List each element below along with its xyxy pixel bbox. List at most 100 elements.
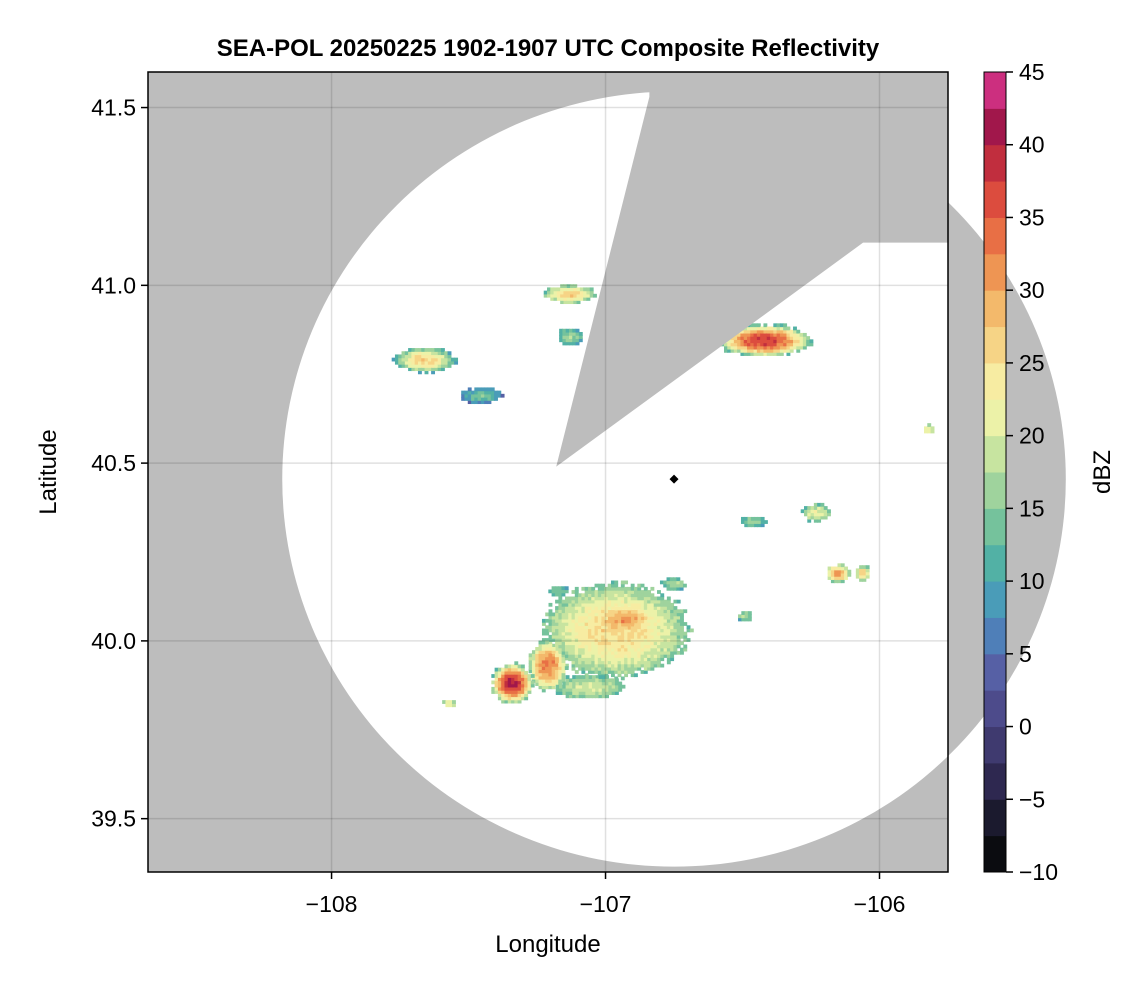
reflectivity-cell bbox=[640, 593, 645, 598]
radar-site-marker-layer bbox=[669, 474, 679, 484]
reflectivity-cell bbox=[766, 332, 771, 337]
reflectivity-cell bbox=[634, 663, 638, 668]
reflectivity-cell bbox=[666, 650, 671, 655]
reflectivity-cell bbox=[660, 638, 665, 642]
reflectivity-cell bbox=[594, 612, 599, 617]
reflectivity-cell bbox=[657, 631, 661, 636]
reflectivity-cell bbox=[551, 653, 556, 658]
reflectivity-cell bbox=[568, 609, 573, 614]
reflectivity-cell bbox=[408, 364, 412, 368]
reflectivity-cell bbox=[561, 589, 566, 594]
reflectivity-cell bbox=[624, 641, 629, 646]
reflectivity-cell bbox=[604, 670, 609, 674]
reflectivity-cell bbox=[548, 612, 553, 617]
reflectivity-cell bbox=[514, 680, 519, 685]
reflectivity-cell bbox=[504, 667, 509, 672]
reflectivity-cell bbox=[660, 631, 665, 636]
reflectivity-cell bbox=[545, 618, 550, 623]
reflectivity-cell bbox=[614, 687, 619, 692]
reflectivity-cell bbox=[786, 342, 791, 347]
reflectivity-cell bbox=[554, 659, 559, 664]
reflectivity-cell bbox=[487, 393, 492, 398]
reflectivity-cell bbox=[647, 622, 652, 626]
reflectivity-cell bbox=[806, 339, 811, 344]
reflectivity-cell bbox=[578, 625, 582, 630]
reflectivity-cell bbox=[597, 622, 602, 626]
reflectivity-cell bbox=[620, 593, 625, 598]
reflectivity-cell bbox=[637, 609, 642, 614]
reflectivity-cell bbox=[620, 586, 625, 591]
reflectivity-cell bbox=[617, 650, 622, 655]
reflectivity-cell bbox=[597, 666, 602, 671]
reflectivity-cell bbox=[840, 572, 845, 577]
reflectivity-cell bbox=[561, 612, 566, 617]
reflectivity-cell bbox=[844, 576, 848, 580]
reflectivity-cell bbox=[555, 631, 559, 636]
reflectivity-cell bbox=[760, 348, 765, 353]
reflectivity-cell bbox=[813, 515, 818, 520]
reflectivity-cell bbox=[565, 341, 570, 346]
reflectivity-cell bbox=[614, 613, 619, 617]
reflectivity-cell bbox=[487, 387, 492, 392]
reflectivity-cell bbox=[424, 351, 429, 356]
reflectivity-cell bbox=[627, 641, 632, 646]
reflectivity-cell bbox=[578, 631, 582, 636]
reflectivity-cell bbox=[587, 650, 592, 655]
reflectivity-cell bbox=[573, 290, 578, 295]
reflectivity-cell bbox=[571, 634, 576, 639]
reflectivity-cell bbox=[561, 634, 566, 639]
reflectivity-cell bbox=[744, 617, 749, 622]
reflectivity-cell bbox=[444, 357, 449, 362]
reflectivity-cell bbox=[614, 678, 619, 683]
reflectivity-cell bbox=[579, 293, 584, 298]
reflectivity-cell bbox=[786, 348, 791, 353]
reflectivity-cell bbox=[581, 606, 586, 610]
reflectivity-cell bbox=[553, 297, 558, 301]
reflectivity-cell bbox=[683, 631, 688, 636]
reflectivity-cell bbox=[554, 653, 559, 658]
reflectivity-cell bbox=[673, 609, 678, 614]
reflectivity-cell bbox=[566, 284, 571, 289]
reflectivity-cell bbox=[535, 669, 540, 674]
reflectivity-cell bbox=[564, 625, 569, 630]
reflectivity-cell bbox=[565, 687, 570, 692]
reflectivity-cell bbox=[676, 622, 681, 626]
reflectivity-cell bbox=[617, 641, 622, 646]
reflectivity-cell bbox=[585, 681, 590, 686]
reflectivity-cell bbox=[554, 662, 559, 667]
reflectivity-cell bbox=[424, 348, 429, 352]
reflectivity-cell bbox=[394, 354, 399, 359]
reflectivity-cell bbox=[676, 644, 681, 649]
reflectivity-cell bbox=[408, 367, 412, 372]
reflectivity-cell bbox=[624, 663, 629, 668]
reflectivity-cell bbox=[514, 699, 519, 704]
reflectivity-cell bbox=[494, 683, 499, 688]
reflectivity-cell bbox=[594, 622, 599, 626]
reflectivity-cell bbox=[555, 628, 559, 633]
reflectivity-cell bbox=[760, 329, 765, 334]
reflectivity-cell bbox=[855, 574, 860, 579]
reflectivity-cell bbox=[650, 615, 655, 620]
reflectivity-cell bbox=[588, 694, 593, 699]
reflectivity-cell bbox=[571, 622, 576, 626]
reflectivity-cell bbox=[551, 643, 556, 648]
reflectivity-cell bbox=[578, 650, 582, 655]
reflectivity-cell bbox=[796, 348, 801, 353]
reflectivity-cell bbox=[551, 631, 556, 636]
reflectivity-cell bbox=[634, 609, 639, 614]
reflectivity-cell bbox=[783, 336, 788, 340]
reflectivity-cell bbox=[444, 354, 449, 359]
reflectivity-cell bbox=[514, 661, 519, 666]
reflectivity-cell bbox=[584, 628, 589, 633]
reflectivity-cell bbox=[643, 599, 648, 604]
reflectivity-cell bbox=[543, 293, 548, 298]
reflectivity-cell bbox=[630, 596, 635, 601]
reflectivity-cell bbox=[663, 606, 668, 610]
reflectivity-cell bbox=[604, 613, 609, 617]
reflectivity-cell bbox=[624, 650, 629, 655]
reflectivity-cell bbox=[643, 644, 648, 649]
reflectivity-cell bbox=[627, 590, 632, 594]
reflectivity-cell bbox=[809, 339, 814, 344]
reflectivity-cell bbox=[669, 580, 674, 585]
reflectivity-cell bbox=[440, 354, 445, 359]
